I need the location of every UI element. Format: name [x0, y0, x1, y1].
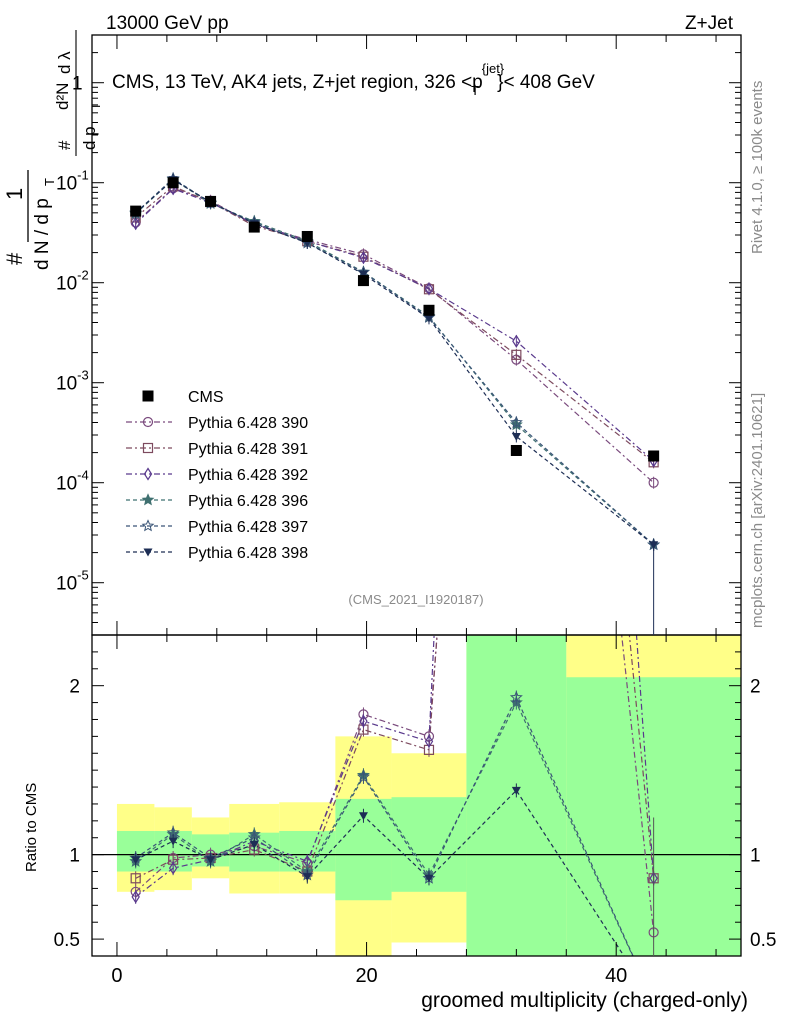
series-point-5-7	[511, 432, 521, 441]
y-tick-label: 10-2	[56, 268, 89, 295]
header-right: Z+Jet	[685, 13, 734, 34]
legend-label-2: Pythia 6.428 392	[188, 467, 308, 484]
svg-text:1: 1	[2, 188, 27, 200]
header-left: 13000 GeV pp	[106, 13, 229, 34]
legend-label-data: CMS	[188, 389, 224, 406]
legend-marker-data	[142, 390, 154, 402]
series-point-5-6	[424, 314, 434, 323]
ratio-point-5-7	[511, 786, 521, 795]
series-point-1-7	[511, 349, 522, 360]
ratio-point-4-5	[356, 770, 370, 783]
ratio-point-5-6	[424, 874, 434, 883]
ratio-point-5-2	[206, 856, 216, 865]
ratio-tick-label-left: 0.5	[54, 930, 80, 951]
y-tick-label: 10-1	[56, 168, 89, 195]
svg-text:d λ: d λ	[55, 51, 74, 74]
ratio-point-5-4	[302, 873, 312, 882]
series-point-2-6	[424, 282, 434, 296]
data-point-1	[167, 177, 179, 189]
data-point-5	[357, 275, 369, 287]
axis-ticks: 10-5 10-4 10-3 10-2 10-1 1 0 20 40 0.5 0.5 1 1 2 2	[54, 34, 776, 987]
y-tick-label: 10-5	[56, 568, 89, 595]
y-tick-label: 10-4	[56, 468, 89, 495]
ratio-tick-label-left: 2	[69, 677, 80, 698]
legend: CMS Pythia 6.428 390 Pythia 6.428 391 Pythi…	[126, 389, 308, 562]
svg-text:#: #	[2, 252, 27, 265]
ratio-tick-label-right: 2	[750, 677, 761, 698]
x-tick-label: 20	[355, 965, 377, 987]
ratio-point-5-3	[249, 840, 259, 849]
series-line-0	[135, 187, 655, 484]
x-axis-label: groomed multiplicity (charged-only)	[421, 989, 748, 1012]
x-tick-label: 0	[111, 965, 122, 987]
svg-text:d²N: d²N	[53, 83, 72, 110]
uncertainty-bands	[92, 635, 741, 956]
ratio-point-2-6	[424, 734, 434, 749]
main-series-lines	[135, 177, 655, 546]
legend-label-1: Pythia 6.428 391	[188, 441, 308, 458]
x-tick-label: 40	[605, 965, 627, 987]
series-point-2-5	[359, 251, 368, 265]
ratio-point-2-1	[168, 861, 178, 875]
y-axis-label: # 1 d N / d p T # d²N d λ d p T	[2, 30, 103, 270]
svg-text:T: T	[89, 102, 103, 110]
y-tick-label: 1	[72, 74, 83, 95]
series-line-2	[135, 188, 655, 462]
analysis-watermark: (CMS_2021_I1920187)	[348, 592, 483, 607]
legend-marker-2	[143, 467, 153, 481]
data-point-4	[301, 230, 313, 242]
svg-text:T: T	[42, 178, 57, 186]
svg-text:d N / d p: d N / d p	[32, 198, 53, 270]
ratio-line-2	[135, 635, 655, 898]
ratio-point-2-0	[131, 890, 140, 904]
legend-label-3: Pythia 6.428 396	[188, 493, 308, 510]
ratio-point-5-1	[168, 837, 178, 846]
legend-label-5: Pythia 6.428 398	[188, 545, 308, 562]
ratio-point-2-5	[359, 714, 368, 728]
data-point-6	[423, 304, 435, 316]
data-point-7	[510, 444, 522, 456]
series-point-5-5	[358, 270, 368, 279]
rivet-version-label: Rivet 4.1.0, ≥ 100k events	[749, 81, 766, 254]
mcplots-label: mcplots.cern.ch [arXiv:2401.10621]	[749, 393, 766, 628]
legend-marker-4	[141, 519, 155, 532]
data-point-0	[130, 205, 142, 217]
data-point-2	[205, 195, 217, 207]
data-point-3	[248, 221, 260, 233]
legend-marker-5	[143, 548, 153, 557]
legend-marker-3	[141, 493, 155, 506]
ratio-tick-label-right: 0.5	[750, 930, 776, 951]
legend-marker-0	[142, 416, 154, 428]
series-point-0-8	[648, 477, 659, 488]
ratio-y-label: Ratio to CMS	[23, 783, 40, 872]
ratio-tick-label-left: 1	[69, 846, 80, 867]
series-line-5	[135, 179, 655, 546]
series-markers	[129, 171, 661, 956]
ratio-point-4-7	[509, 690, 523, 704]
ratio-tick-label-right: 1	[750, 846, 761, 867]
svg-text:d p: d p	[80, 126, 99, 150]
series-line-4	[135, 177, 655, 546]
chart-title: CMS, 13 TeV, AK4 jets, Z+jet region, 326…	[112, 61, 595, 98]
ratio-line-3	[135, 701, 634, 956]
data-point-8	[648, 450, 660, 462]
ratio-point-5-5	[358, 812, 368, 821]
legend-marker-1	[142, 442, 154, 454]
series-point-2-7	[512, 334, 521, 348]
ratio-point-1-0	[130, 873, 141, 884]
svg-text:#: #	[55, 140, 74, 150]
ratio-point-5-0	[131, 856, 141, 865]
series-point-4-7	[509, 415, 523, 429]
legend-label-4: Pythia 6.428 397	[188, 519, 308, 536]
series-point-2-0	[131, 216, 140, 231]
legend-label-0: Pythia 6.428 390	[188, 415, 308, 432]
y-tick-label: 10-3	[56, 368, 89, 395]
series-line-3	[135, 178, 655, 546]
